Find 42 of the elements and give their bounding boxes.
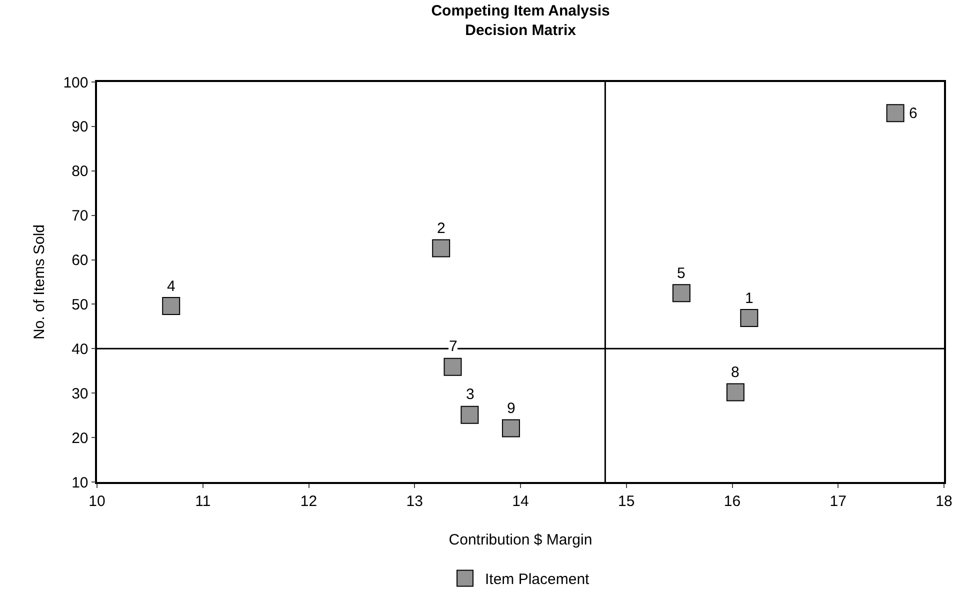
annotation: 3 (466, 386, 474, 403)
annotation: 6 (909, 105, 918, 122)
y-axis-title: No. of Items Sold (30, 224, 48, 340)
annotation: 1 (745, 290, 754, 307)
y-tick-label: 30 (72, 385, 88, 402)
y-tick-label: 50 (72, 296, 88, 314)
legend-label: Item Placement (485, 571, 590, 588)
x-tick-label: 14 (512, 492, 529, 510)
y-tick-label: 40 (72, 340, 88, 358)
point (886, 104, 904, 122)
x-tick-label: 15 (618, 492, 635, 510)
annotation: 7 (449, 338, 458, 355)
x-tick-label: 18 (936, 492, 952, 510)
x-tick-label: 17 (830, 492, 846, 510)
x-tick-label: 16 (724, 492, 741, 510)
y-tick-label: 80 (72, 163, 88, 180)
annotation: 2 (437, 220, 446, 237)
point (460, 406, 479, 424)
y-tick-label: 70 (72, 208, 88, 225)
point (672, 284, 690, 302)
point (740, 309, 758, 327)
x-tick-label: 11 (195, 492, 211, 510)
y-tick-label: 60 (72, 252, 88, 270)
annotation: 9 (507, 400, 516, 417)
x-axis-title: Contribution $ Margin (448, 531, 592, 548)
point (726, 383, 744, 402)
point (162, 297, 180, 315)
annotation: 4 (167, 278, 176, 295)
y-tick-label: 20 (72, 430, 88, 447)
y-tick-label: 10 (72, 474, 88, 492)
point (432, 239, 450, 258)
y-tick-label: 90 (72, 118, 88, 136)
point (502, 419, 520, 438)
point (444, 358, 462, 376)
text: Decision Matrix (465, 22, 576, 39)
text: Competing Item Analysis (431, 2, 610, 20)
x-tick-label: 13 (406, 492, 423, 510)
annotation: 8 (731, 364, 740, 381)
x-tick-label: 12 (300, 492, 318, 510)
annotation: 5 (677, 265, 686, 282)
x-tick-label: 10 (88, 492, 106, 510)
y-tick-label: 100 (63, 74, 88, 92)
